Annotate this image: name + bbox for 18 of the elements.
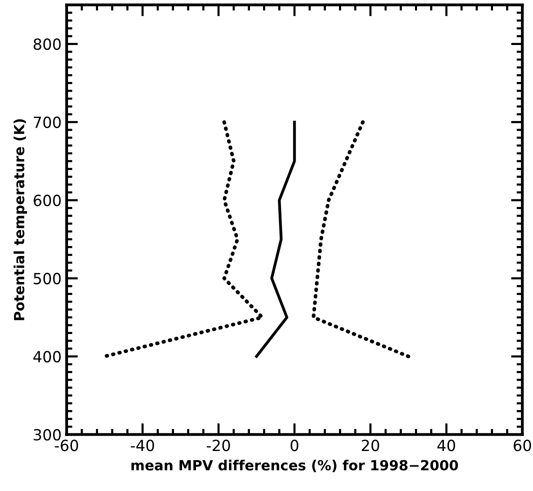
x-tick-label: 60 xyxy=(514,440,532,452)
y-tick-label: 300 xyxy=(34,429,61,441)
line-series xyxy=(102,120,264,358)
x-axis-title: mean MPV differences (%) for 1998−2000 xyxy=(131,460,458,472)
x-tick-label: 20 xyxy=(362,440,380,452)
x-tick-label: -20 xyxy=(206,440,230,452)
y-tick-label: 500 xyxy=(34,272,61,284)
x-tick-label: -40 xyxy=(130,440,154,452)
x-tick-label: 40 xyxy=(437,440,456,452)
y-tick-label: 600 xyxy=(34,194,61,206)
x-tick-label: -60 xyxy=(54,440,78,452)
line-series xyxy=(312,120,410,358)
x-tick-label: 0 xyxy=(290,440,298,452)
y-tick-label: 400 xyxy=(33,350,61,362)
line-series xyxy=(255,120,296,358)
y-tick-label: 800 xyxy=(34,38,61,50)
y-tick-label: 700 xyxy=(34,116,61,128)
y-axis-title: Potential temperature (K) xyxy=(14,119,28,320)
